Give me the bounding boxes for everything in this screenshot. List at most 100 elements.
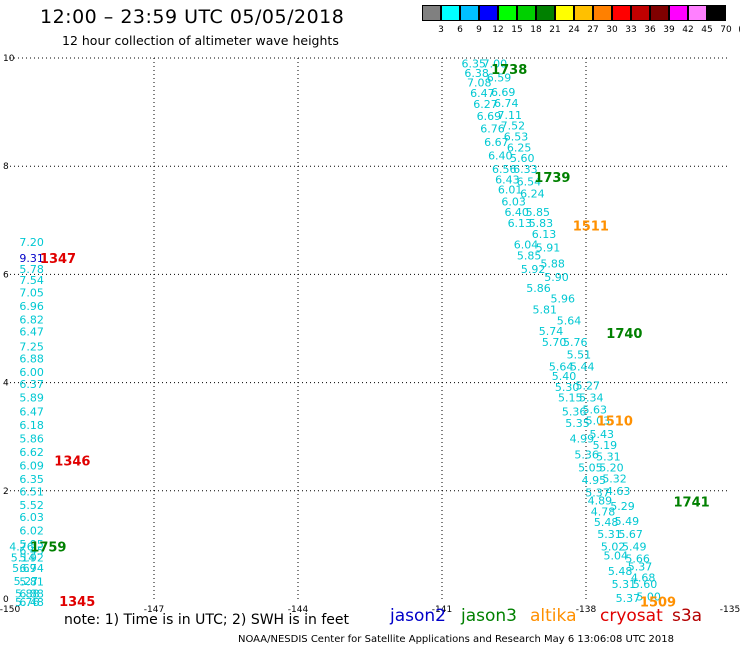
legend-altika: altika: [530, 606, 577, 626]
y-tick-label: 2: [3, 487, 9, 497]
pass-time-label: 1347: [40, 252, 76, 267]
wave-height-value: 6.82: [19, 313, 44, 326]
wave-height-value: 5.15: [558, 392, 583, 405]
y-tick-label: 8: [3, 162, 9, 172]
wave-height-value: 6.43: [495, 174, 520, 187]
color-scale-label: 42: [682, 25, 694, 35]
pass-time-labels: 1345 1346 1347 1759 1738 1739 1740 1741 1511 1510…: [30, 63, 709, 611]
wave-height-value: 4.76: [9, 541, 34, 554]
wave-height-value: 5.49: [622, 541, 647, 554]
wave-height-value: 5.05: [578, 462, 603, 475]
wave-height-value: 5.89: [19, 392, 44, 405]
pass-time-label: 1510: [597, 414, 633, 429]
wave-height-value: 5.20: [599, 462, 624, 475]
wave-height-value: 6.37: [19, 378, 44, 391]
wave-height-value: 6.13: [508, 217, 533, 230]
wave-height-value: 5.35: [565, 417, 590, 430]
wave-height-value: 5.92: [521, 263, 546, 276]
wave-height-value: 5.66: [625, 552, 650, 565]
wave-height-value: 6.56: [492, 163, 517, 176]
wave-height-value: 6.74: [494, 97, 519, 110]
pass-time-label: 1759: [30, 541, 66, 556]
wave-height-value: 6.96: [19, 300, 44, 313]
color-scale-label: 36: [644, 25, 656, 35]
wave-height-value: 7.11: [497, 109, 522, 122]
x-tick-label: -138: [576, 605, 597, 615]
wave-height-value: 6.88: [19, 352, 44, 365]
wave-height-value: 6.13: [532, 228, 557, 241]
wave-height-value: 5.37: [628, 561, 653, 574]
wave-height-value: 5.14: [11, 551, 36, 564]
wave-height-value: 6.47: [19, 405, 44, 418]
wave-height-value: 6.03: [19, 511, 44, 524]
wave-height-value: 5.88: [540, 258, 565, 271]
wave-height-value: 7.54: [19, 274, 44, 287]
wave-height-value: 5.00: [636, 590, 661, 603]
wave-height-value: 9.31: [19, 252, 44, 265]
wave-height-value: 4.68: [631, 571, 656, 584]
x-tick-label: -141: [432, 605, 452, 615]
wave-height-value: 5.27: [575, 379, 600, 392]
wave-height-value: 6.02: [19, 524, 44, 537]
wave-height-value: 6.88: [19, 588, 44, 601]
pass-time-label: 1739: [534, 171, 570, 186]
map-subtitle: 12 hour collection of altimeter wave hei…: [62, 33, 339, 48]
wave-height-value: 5.51: [567, 348, 592, 361]
wave-height-value: 6.76: [480, 122, 505, 135]
wave-height-value: 4.78: [591, 505, 616, 518]
wave-height-value: 5.31: [612, 578, 637, 591]
color-scale-label: 15: [511, 25, 523, 35]
wave-height-value: 6.09: [19, 459, 44, 472]
wave-height-value: 5.29: [610, 500, 635, 513]
wave-height-value: 5.64: [549, 360, 574, 373]
wave-height-value: 5.02: [601, 541, 626, 554]
wave-height-value: 5.86: [526, 282, 551, 295]
wave-height-value: 5.37: [585, 486, 610, 499]
wave-height-value: 7.05: [19, 286, 44, 299]
wave-height-value: 6.47: [19, 326, 44, 339]
axes: -150 -147 -144 -141 -138 -135 0 2 4 6 8 10: [0, 54, 740, 615]
wave-height-value: 5.34: [579, 392, 604, 405]
wave-height-value: 5.67: [618, 528, 643, 541]
wave-height-value: 6.33: [513, 163, 538, 176]
pass-time-label: 1741: [674, 496, 710, 511]
wave-height-value: 6.35: [462, 57, 487, 70]
wave-height-value: 4.99: [570, 432, 595, 445]
wave-height-value: 6.45: [19, 544, 44, 557]
wave-height-value: 5.70: [542, 336, 567, 349]
wave-height-value: 6.01: [498, 183, 523, 196]
pass-time-label: 1511: [573, 220, 609, 235]
wave-height-value: 5.76: [563, 336, 588, 349]
wave-height-value: 5.81: [19, 576, 44, 589]
wave-height-value: 5.90: [544, 271, 569, 284]
wave-height-value: 6.18: [19, 419, 44, 432]
color-scale-label: 21: [549, 25, 561, 35]
wave-height-value: 6.48: [19, 596, 44, 609]
color-scale-label: 39: [663, 25, 675, 35]
wave-height-value: 6.24: [520, 187, 545, 200]
wave-height-value: 6.53: [504, 130, 529, 143]
pass-time-label: 1509: [640, 596, 676, 611]
footer-credit: NOAA/NESDIS Center for Satellite Applica…: [238, 634, 674, 645]
legend-jason3: jason3: [461, 606, 517, 626]
wave-height-value: 6.67: [484, 136, 509, 149]
color-scale-swatch: [650, 5, 669, 21]
wave-height-value: 6.59: [487, 71, 512, 84]
wave-height-value: 5.52: [19, 499, 44, 512]
wave-height-value: 5.78: [19, 263, 44, 276]
wave-height-value: 5.83: [529, 217, 554, 230]
legend-jason2: jason2: [390, 606, 446, 626]
color-scale-swatch: [688, 5, 707, 21]
pass-time-label: 1345: [59, 595, 95, 610]
color-scale-label: 6: [457, 25, 463, 35]
wave-height-value: 5.85: [517, 249, 542, 262]
wave-height-value: 5.64: [557, 314, 582, 327]
wave-height-value: 5.36: [574, 449, 599, 462]
wave-height-value: 4.95: [582, 474, 607, 487]
wave-height-value: 6.04: [514, 239, 539, 252]
color-scale-swatch: [707, 5, 726, 21]
x-tick-label: -150: [0, 605, 20, 615]
wave-height-value: 5.60: [510, 152, 535, 165]
color-scale-label: 24: [568, 25, 580, 35]
